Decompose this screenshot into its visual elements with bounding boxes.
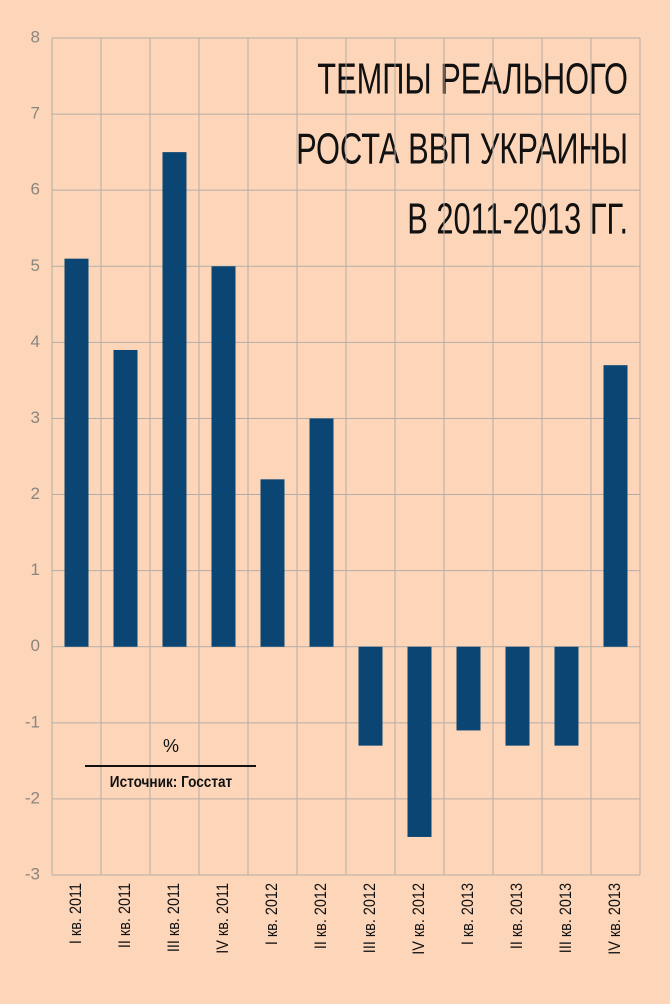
y-tick-label: 5 [31, 256, 40, 275]
y-axis-label: % [163, 736, 179, 756]
y-tick-label: -3 [25, 864, 40, 883]
title-line: ТЕМПЫ РЕАЛЬНОГО [317, 55, 628, 104]
bar [309, 418, 334, 647]
y-tick-label: 0 [31, 636, 40, 655]
y-tick-label: 4 [31, 332, 40, 351]
y-tick-label: -1 [25, 712, 40, 731]
x-tick-label: III кв. 2013 [557, 883, 575, 953]
x-tick-label: II кв. 2013 [508, 883, 526, 949]
x-tick-label: I кв. 2012 [263, 883, 281, 945]
y-tick-label: 7 [31, 104, 40, 123]
x-tick-label: II кв. 2011 [116, 883, 134, 948]
y-tick-label: 6 [31, 180, 40, 199]
y-tick-label: 2 [31, 484, 40, 503]
bar [162, 152, 187, 647]
y-tick-label: 1 [31, 560, 40, 579]
x-tick-label: II кв. 2012 [312, 883, 330, 949]
title-line: РОСТА ВВП УКРАИНЫ [296, 125, 628, 174]
bar [603, 365, 628, 647]
x-tick-label: I кв. 2013 [459, 883, 477, 945]
bar [505, 646, 530, 746]
bar [113, 349, 138, 647]
x-tick-label: III кв. 2012 [361, 883, 379, 953]
x-tick-label: III кв. 2011 [165, 883, 183, 952]
x-tick-label: I кв. 2011 [67, 883, 85, 944]
title-line: В 2011-2013 ГГ. [407, 195, 628, 244]
x-tick-label: IV кв. 2012 [410, 883, 428, 955]
x-tick-label: IV кв. 2013 [606, 883, 624, 955]
bar [64, 258, 89, 647]
bar [260, 479, 285, 647]
y-tick-label: -2 [25, 788, 40, 807]
bar [554, 646, 579, 746]
x-tick-label: IV кв. 2011 [214, 883, 232, 954]
y-tick-label: 8 [31, 27, 40, 46]
bar [211, 266, 236, 647]
bar [456, 646, 481, 731]
bar [407, 646, 432, 837]
bar [358, 646, 383, 746]
source: Источник: Госстат [110, 774, 232, 791]
y-tick-label: 3 [31, 408, 40, 427]
